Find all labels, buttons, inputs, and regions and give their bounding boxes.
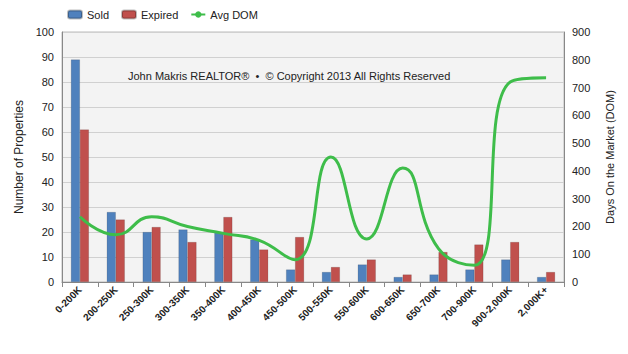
svg-text:70: 70 (42, 101, 54, 113)
svg-text:0: 0 (48, 276, 54, 288)
svg-text:20: 20 (42, 226, 54, 238)
svg-text:900: 900 (572, 26, 590, 38)
svg-text:100: 100 (572, 248, 590, 260)
svg-text:650-700K: 650-700K (404, 284, 443, 323)
svg-text:600: 600 (572, 109, 590, 121)
svg-text:200: 200 (572, 220, 590, 232)
svg-text:600-650K: 600-650K (368, 284, 407, 323)
svg-text:550-600K: 550-600K (332, 284, 371, 323)
svg-text:0-200K: 0-200K (53, 284, 84, 315)
svg-text:400: 400 (572, 165, 590, 177)
svg-text:2,000K+: 2,000K+ (515, 284, 550, 319)
svg-text:Number of Properties: Number of Properties (12, 100, 26, 214)
svg-text:300: 300 (572, 193, 590, 205)
svg-text:10: 10 (42, 251, 54, 263)
svg-text:400-450K: 400-450K (224, 284, 263, 323)
svg-text:100: 100 (36, 26, 54, 38)
svg-text:Sold: Sold (87, 9, 109, 21)
svg-text:350-400K: 350-400K (188, 284, 227, 323)
svg-text:Expired: Expired (141, 9, 178, 21)
svg-text:700-900K: 700-900K (439, 284, 479, 323)
svg-text:500-550K: 500-550K (296, 284, 335, 323)
svg-text:500: 500 (572, 137, 590, 149)
svg-text:50: 50 (42, 151, 54, 163)
svg-text:250-300K: 250-300K (117, 284, 156, 323)
svg-text:60: 60 (42, 126, 54, 138)
svg-text:900-2,000K: 900-2,000K (469, 284, 514, 329)
svg-text:700: 700 (572, 82, 590, 94)
svg-text:Days On the Market (DOM): Days On the Market (DOM) (604, 90, 616, 224)
svg-text:Avg DOM: Avg DOM (210, 9, 257, 21)
svg-text:800: 800 (572, 54, 590, 66)
svg-text:40: 40 (42, 176, 54, 188)
svg-text:90: 90 (42, 51, 54, 63)
svg-text:0: 0 (572, 276, 578, 288)
svg-text:450-500K: 450-500K (260, 284, 299, 323)
svg-text:300-350K: 300-350K (153, 284, 192, 323)
svg-text:John Makris REALTOR® • © Cop: John Makris REALTOR® • © Copyright 2013 … (128, 70, 450, 82)
svg-text:200-250K: 200-250K (81, 284, 120, 323)
svg-text:80: 80 (42, 76, 54, 88)
svg-text:30: 30 (42, 201, 54, 213)
